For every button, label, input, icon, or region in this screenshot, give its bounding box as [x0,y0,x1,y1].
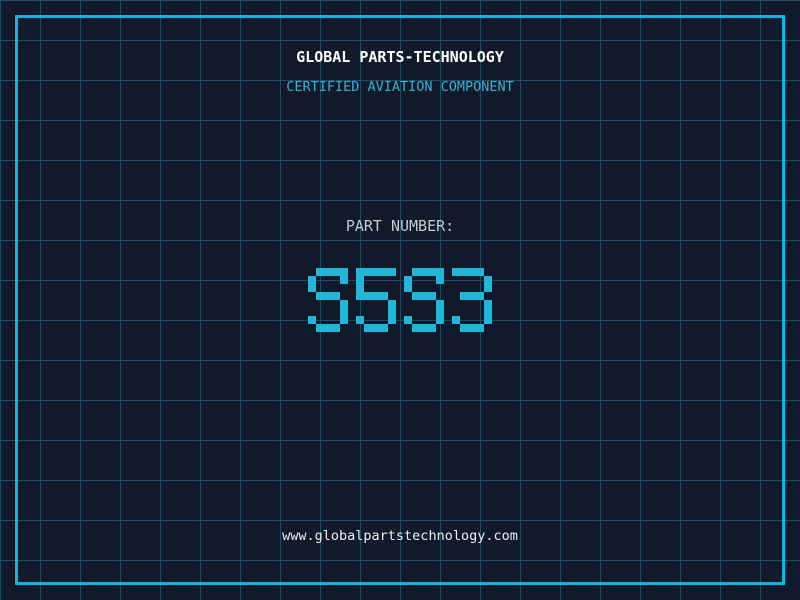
part-number-value [0,268,800,332]
part-number-label: PART NUMBER: [345,217,455,235]
part-number-glyph [404,268,444,332]
company-title: GLOBAL PARTS-TECHNOLOGY [296,48,504,66]
part-number-glyph [356,268,396,332]
website-url: www.globalpartstechnology.com [282,528,518,544]
certification-subtitle: CERTIFIED AVIATION COMPONENT [286,79,514,95]
part-number-glyph [308,268,348,332]
part-number-glyph [452,268,492,332]
